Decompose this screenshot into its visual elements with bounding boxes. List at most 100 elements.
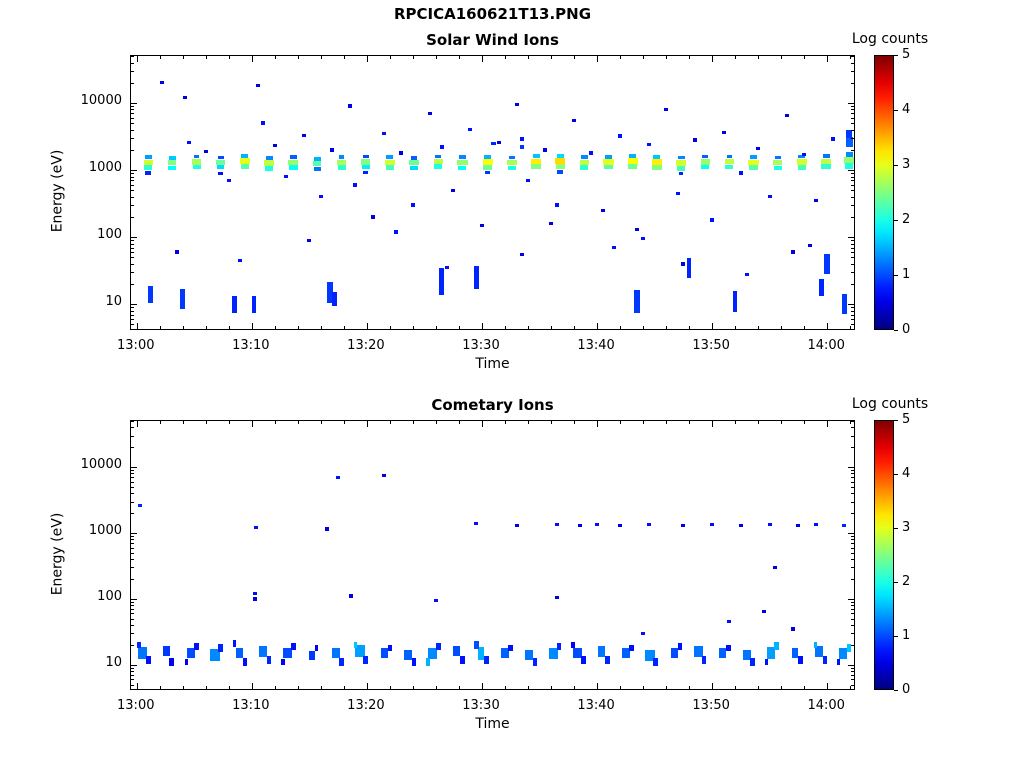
tick-mark	[781, 56, 783, 59]
data-cell	[507, 165, 516, 171]
tick-mark	[131, 176, 134, 178]
tick-mark	[851, 176, 854, 178]
data-cell	[629, 644, 634, 652]
tick-mark	[851, 123, 854, 125]
tick-mark	[389, 421, 391, 424]
data-cell	[790, 250, 795, 254]
data-cell	[681, 523, 686, 528]
data-cell	[641, 236, 646, 241]
data-cell	[508, 644, 514, 652]
data-cell	[289, 155, 297, 159]
data-cell	[724, 159, 734, 165]
data-cell	[433, 598, 438, 602]
tick-mark	[131, 70, 134, 72]
tick-mark	[851, 240, 854, 242]
data-cell	[385, 165, 394, 171]
tick-mark	[851, 113, 854, 115]
data-cell	[380, 648, 388, 659]
data-cell	[820, 158, 832, 165]
x-tick-label: 13:00	[117, 338, 155, 353]
data-cell	[634, 289, 641, 314]
tick-mark	[781, 326, 783, 329]
tick-mark	[851, 618, 854, 620]
data-cell	[530, 158, 542, 165]
tick-mark	[851, 149, 854, 151]
colorbar-tick-mark	[894, 474, 898, 475]
data-cell	[796, 523, 801, 528]
tick-mark	[481, 56, 483, 62]
x-tick-label: 13:10	[232, 698, 270, 713]
tick-mark	[435, 326, 437, 329]
data-cell	[719, 647, 726, 659]
tick-mark	[851, 671, 854, 673]
tick-mark	[851, 184, 854, 186]
data-cell	[748, 159, 759, 166]
data-cell	[148, 286, 153, 303]
data-cell	[589, 151, 594, 155]
tick-mark	[389, 56, 391, 59]
data-cell	[473, 640, 479, 649]
data-cell	[664, 107, 669, 112]
data-cell	[434, 164, 443, 170]
data-cell	[138, 503, 143, 508]
data-cell	[180, 288, 186, 310]
colorbar-tick-label: 0	[902, 322, 911, 337]
data-cell	[846, 643, 852, 652]
data-cell	[500, 647, 510, 659]
tick-mark	[827, 683, 829, 689]
tick-mark	[851, 62, 854, 64]
tick-mark	[848, 467, 854, 469]
data-cell	[627, 158, 638, 165]
data-cell	[411, 156, 417, 160]
data-cell	[646, 142, 651, 147]
data-cell	[774, 155, 781, 160]
tick-mark	[851, 501, 854, 503]
data-cell	[514, 102, 519, 107]
tick-mark	[597, 683, 599, 689]
data-cell	[580, 165, 589, 171]
x-tick-label: 13:20	[347, 338, 385, 353]
data-cell	[605, 154, 613, 159]
data-cell	[355, 645, 365, 658]
tick-mark	[131, 310, 134, 312]
tick-mark	[735, 686, 737, 689]
data-cell	[183, 95, 188, 100]
tick-mark	[666, 421, 668, 424]
x-axis-label-2: Time	[475, 716, 510, 732]
data-cell	[168, 658, 174, 666]
tick-mark	[131, 62, 134, 64]
tick-mark	[412, 56, 414, 59]
tick-mark	[851, 138, 854, 139]
tick-mark	[131, 263, 134, 265]
data-cell	[822, 154, 830, 158]
data-cell	[266, 655, 272, 664]
data-cell	[313, 166, 321, 171]
tick-mark	[131, 543, 134, 545]
tick-mark	[804, 56, 806, 59]
data-cell	[764, 658, 768, 666]
tick-mark	[851, 493, 854, 495]
tick-mark	[643, 56, 645, 59]
tick-mark	[131, 123, 134, 125]
data-cell	[686, 257, 692, 278]
data-cell	[261, 121, 266, 125]
tick-mark	[131, 196, 134, 198]
tick-mark	[343, 686, 345, 689]
data-cell	[194, 643, 199, 650]
tick-mark	[851, 310, 854, 312]
data-cell	[283, 648, 292, 659]
tick-mark	[458, 326, 460, 329]
data-cell	[621, 647, 630, 659]
data-cell	[725, 644, 731, 652]
data-cell	[263, 160, 275, 166]
tick-mark	[689, 421, 691, 424]
tick-mark	[827, 421, 829, 427]
tick-mark	[131, 102, 137, 104]
tick-mark	[412, 326, 414, 329]
tick-mark	[131, 113, 134, 115]
data-cell	[281, 658, 285, 666]
tick-mark	[851, 674, 854, 676]
tick-mark	[851, 543, 854, 545]
data-cell	[284, 174, 289, 179]
colorbar-tick-label: 3	[902, 157, 911, 172]
